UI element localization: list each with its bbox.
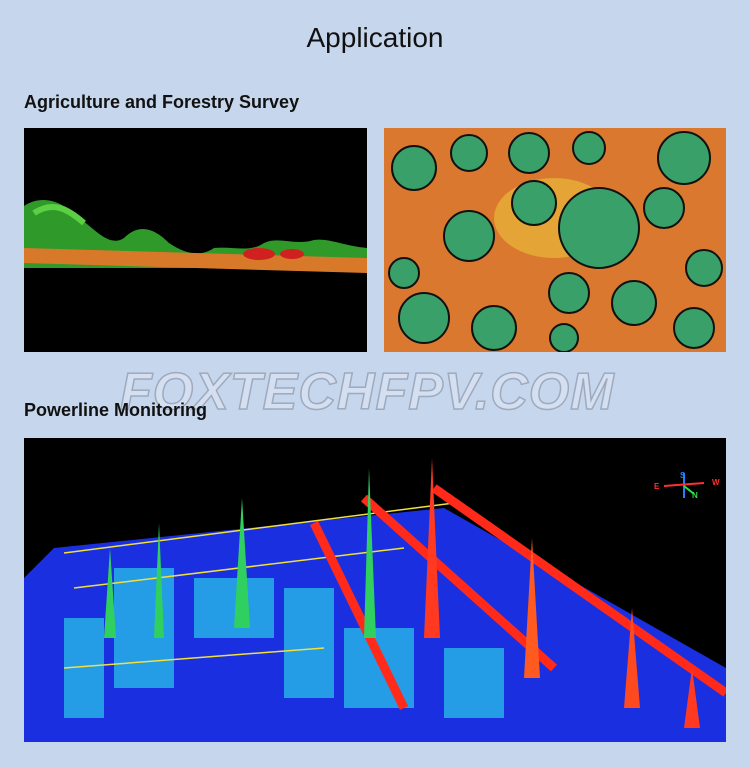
section-heading: Powerline Monitoring: [24, 400, 207, 420]
forest-profile-image: [24, 128, 367, 352]
watermark: FOXTECHFPV.COM: [119, 362, 615, 422]
canopy-map-image: [384, 128, 726, 352]
powerline-image: S E N W: [24, 438, 726, 742]
compass-label: W: [712, 478, 720, 487]
compass-label: N: [692, 491, 698, 500]
section-heading: Agriculture and Forestry Survey: [24, 92, 300, 112]
compass: S E N W: [654, 471, 720, 500]
compass-label: E: [654, 482, 660, 491]
page-title: Application: [306, 22, 444, 53]
compass-label: S: [680, 471, 686, 480]
